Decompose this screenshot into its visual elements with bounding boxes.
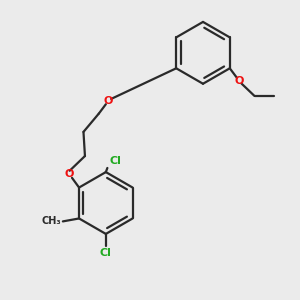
Text: Cl: Cl [100, 248, 112, 258]
Text: O: O [65, 169, 74, 179]
Text: Cl: Cl [110, 157, 122, 166]
Text: O: O [235, 76, 244, 86]
Text: CH₃: CH₃ [42, 216, 62, 226]
Text: O: O [103, 96, 113, 106]
